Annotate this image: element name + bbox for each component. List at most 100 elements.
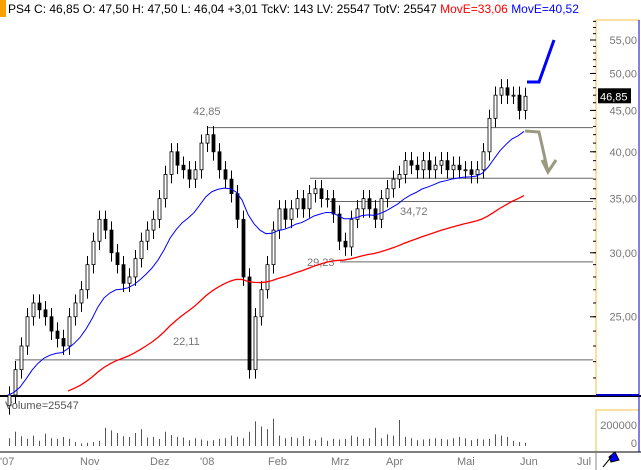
level-label: 34,72: [400, 206, 428, 218]
candle: [97, 218, 102, 242]
candle: [385, 188, 390, 200]
candle: [91, 240, 96, 266]
volume-bar: [285, 438, 286, 446]
candle: [505, 87, 510, 96]
drawing-tool-icon[interactable]: [602, 451, 620, 468]
y-tick-label: 25,00: [609, 312, 637, 324]
candle: [325, 198, 330, 201]
candle: [241, 218, 246, 278]
candle: [199, 142, 204, 171]
candle: [493, 94, 498, 119]
volume-axis-panel: [595, 409, 640, 453]
candle: [169, 151, 174, 175]
x-tick-label: '07: [0, 456, 14, 468]
volume-bar: [369, 438, 370, 446]
high-value: H: 47,50: [132, 2, 178, 16]
candle: [367, 198, 372, 210]
volume-bar: [141, 429, 142, 446]
forecast-down-arrowhead: [540, 159, 558, 175]
candle: [319, 188, 324, 200]
volume-bar: [153, 436, 154, 446]
volume-bar: [345, 438, 346, 446]
candle: [439, 160, 444, 166]
volume-bar: [471, 440, 472, 446]
volume-bar: [465, 438, 466, 446]
candle: [397, 174, 402, 180]
x-tick-label: Mrz: [331, 456, 349, 468]
candle: [415, 164, 420, 171]
volume-bar: [225, 438, 226, 446]
ma-red-line: [67, 194, 525, 392]
candle: [481, 151, 486, 171]
candle: [475, 169, 480, 175]
candle: [175, 151, 180, 166]
last-volume: LV: 25547: [316, 2, 371, 16]
volume-bar: [237, 436, 238, 446]
volume-bar: [405, 436, 406, 446]
tick-volume: TckV: 143: [261, 2, 314, 16]
volume-bar: [183, 437, 184, 446]
volume-bar: [333, 438, 334, 446]
candle: [205, 134, 210, 144]
volume-bar: [99, 440, 100, 446]
x-tick-label: Dez: [150, 456, 170, 468]
low-value: L: 46,04: [180, 2, 225, 16]
volume-bar: [273, 418, 274, 446]
y-tick-label: 50,00: [609, 68, 637, 80]
x-tick-label: Mai: [457, 456, 475, 468]
volume-bar: [195, 438, 196, 446]
y-tick-label: 30,00: [609, 248, 637, 260]
volume-bar: [33, 435, 34, 446]
volume-bar: [69, 438, 70, 446]
quote-header: PS4 C: 46,85 O: 47,50 H: 47,50 L: 46,04 …: [0, 0, 641, 19]
level-label: 22,11: [173, 336, 200, 348]
candle: [301, 198, 306, 210]
candle: [457, 164, 462, 171]
volume-bar: [411, 438, 412, 446]
candle: [451, 164, 456, 171]
volume-bar: [177, 436, 178, 446]
volume-bar: [279, 435, 280, 446]
volume-bar: [255, 421, 256, 446]
volume-bar: [495, 434, 496, 446]
forecast-up-arrow: [527, 39, 556, 84]
candle: [271, 229, 276, 266]
symbol-color-marker: [0, 0, 6, 17]
candle: [139, 240, 144, 260]
total-volume: TotV: 25547: [373, 2, 437, 16]
volume-bar: [441, 438, 442, 446]
candle: [217, 151, 222, 171]
volume-bar: [435, 438, 436, 446]
volume-bar: [87, 442, 88, 446]
volume-bar: [75, 442, 76, 446]
candle: [487, 117, 492, 153]
candle: [43, 309, 48, 318]
volume-bar: [159, 438, 160, 446]
candle: [103, 218, 108, 231]
candle: [85, 264, 90, 291]
candle: [265, 264, 270, 291]
ma-blue-line: [7, 131, 525, 396]
ma-blue-value: MovE=40,52: [511, 2, 579, 16]
volume-bar: [477, 438, 478, 446]
candle: [193, 169, 198, 180]
volume-tick-label: 200000: [600, 420, 637, 432]
volume-bar: [429, 438, 430, 446]
candle: [163, 174, 168, 200]
volume-bar: [267, 429, 268, 446]
candle: [403, 160, 408, 175]
volume-label: Volume=25547: [5, 400, 79, 412]
candle: [427, 160, 432, 171]
x-tick-label: Jun: [520, 456, 538, 468]
volume-bar: [309, 438, 310, 446]
candle: [145, 229, 150, 242]
y-tick-label: 35,00: [609, 194, 637, 206]
candle: [313, 188, 318, 195]
candle: [391, 178, 396, 190]
candle: [511, 94, 516, 97]
volume-bar: [63, 436, 64, 446]
y-tick-label: 55,00: [609, 35, 637, 47]
volume-bar: [231, 435, 232, 446]
volume-bar: [105, 427, 106, 446]
